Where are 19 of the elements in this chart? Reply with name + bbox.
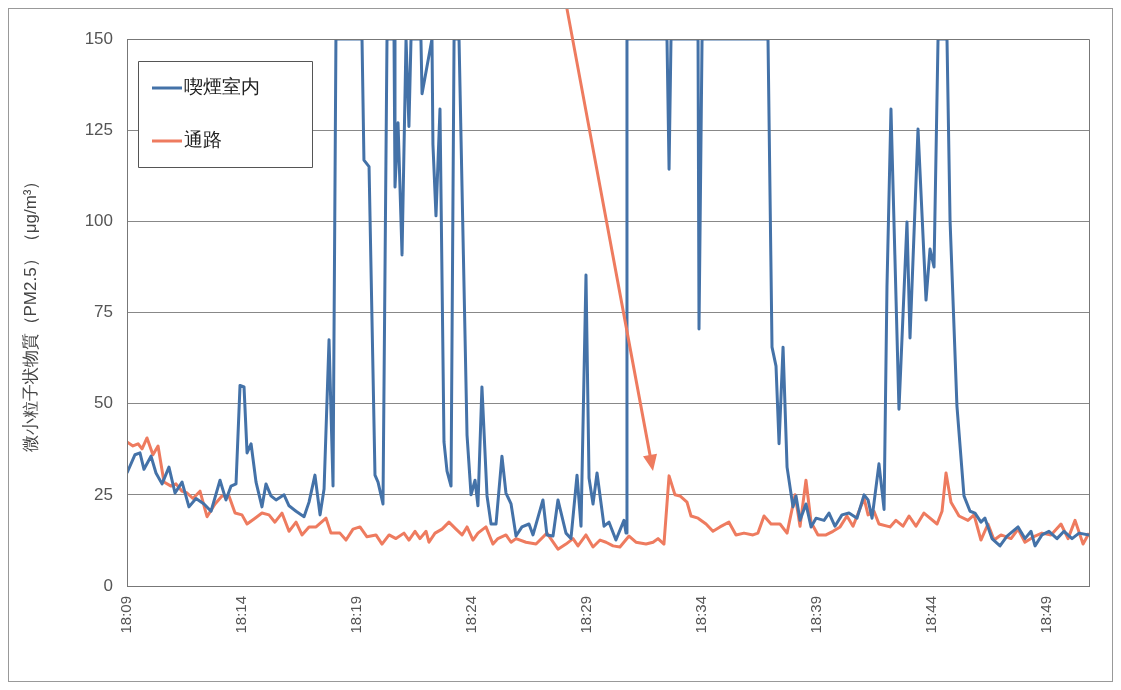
y-tick-label: 25 bbox=[94, 484, 113, 504]
x-tick-label: 18:09 bbox=[117, 596, 135, 634]
x-tick-label: 18:29 bbox=[577, 596, 595, 634]
y-axis-title: 微小粒子状物質（PM2.5）（μg/m³） bbox=[20, 172, 40, 453]
x-tick-label: 18:49 bbox=[1037, 596, 1055, 634]
x-tick-label: 18:19 bbox=[347, 596, 365, 634]
x-tick-label: 18:44 bbox=[922, 596, 940, 634]
x-tick-label: 18:39 bbox=[807, 596, 825, 634]
y-tick-label: 125 bbox=[84, 119, 113, 139]
x-tick-label: 18:24 bbox=[462, 596, 480, 634]
x-tick-label: 18:14 bbox=[232, 596, 250, 634]
y-tick-label: 50 bbox=[94, 393, 113, 413]
y-tick-label: 75 bbox=[94, 302, 113, 322]
x-tick-label: 18:34 bbox=[692, 596, 710, 634]
y-tick-label: 0 bbox=[103, 575, 113, 595]
legend-label: 通路 bbox=[184, 129, 222, 151]
y-tick-label: 100 bbox=[84, 211, 113, 231]
y-tick-label: 150 bbox=[84, 28, 113, 48]
legend-label: 喫煙室内 bbox=[184, 76, 260, 98]
